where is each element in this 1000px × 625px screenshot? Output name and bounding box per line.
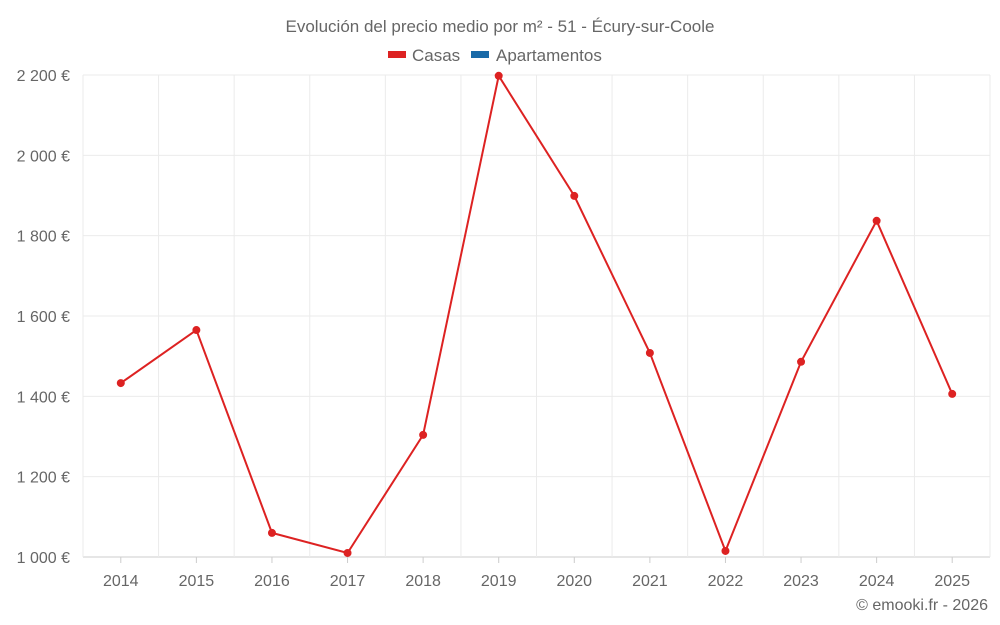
legend-swatch-apartamentos — [471, 51, 489, 58]
grid — [82, 74, 991, 558]
data-point — [343, 548, 352, 557]
data-point — [192, 326, 201, 335]
axes: 1 000 € 1 200 € 1 400 € 1 600 € 1 800 € 2 000… — [17, 68, 970, 590]
data-point — [419, 430, 428, 439]
y-tick-label: 1 800 € — [17, 229, 70, 246]
chart-title: Evolución del precio medio por m² - 51 -… — [286, 17, 715, 36]
x-tick-label: 2025 — [934, 573, 970, 590]
data-point — [267, 528, 276, 537]
x-tick-label: 2017 — [330, 573, 366, 590]
x-tick-label: 2023 — [783, 573, 819, 590]
legend-swatch-casas — [388, 51, 406, 58]
x-tick-label: 2016 — [254, 573, 290, 590]
y-tick-label: 1 600 € — [17, 309, 70, 326]
series — [116, 71, 957, 557]
y-tick-label: 1 000 € — [17, 550, 70, 567]
legend-label-apartamentos: Apartamentos — [496, 46, 602, 65]
data-point — [645, 348, 654, 357]
x-tick-label: 2021 — [632, 573, 668, 590]
legend-label-casas: Casas — [412, 46, 460, 65]
x-tick-label: 2014 — [103, 573, 139, 590]
x-tick-label: 2015 — [179, 573, 215, 590]
y-tick-label: 2 200 € — [17, 68, 70, 85]
series-line-casas — [120, 73, 954, 555]
data-point — [797, 357, 806, 366]
credit: © emooki.fr - 2026 — [856, 597, 988, 614]
y-tick-label: 2 000 € — [17, 148, 70, 165]
data-point — [116, 379, 125, 388]
y-tick-label: 1 400 € — [17, 389, 70, 406]
data-point — [494, 71, 503, 80]
x-tick-label: 2018 — [405, 573, 441, 590]
data-point — [948, 389, 957, 398]
y-tick-label: 1 200 € — [17, 470, 70, 487]
x-tick-label: 2019 — [481, 573, 517, 590]
data-point — [872, 216, 881, 225]
x-tick-label: 2022 — [708, 573, 744, 590]
data-point — [570, 191, 579, 200]
legend: Casas Apartamentos — [388, 46, 602, 65]
x-tick-label: 2024 — [859, 573, 895, 590]
data-point — [721, 546, 730, 555]
x-tick-label: 2020 — [556, 573, 592, 590]
